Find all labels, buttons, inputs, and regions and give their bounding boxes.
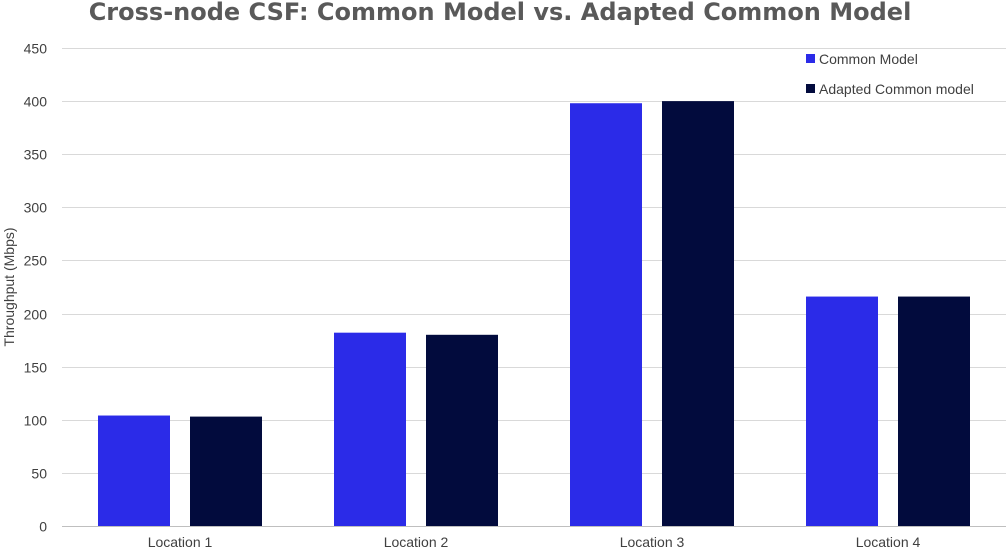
x-tick-label: Location 4	[856, 534, 921, 550]
bar-adapted-common-model	[662, 101, 734, 526]
y-axis-title: Throughput (Mbps)	[1, 227, 17, 346]
y-tick-label: 100	[24, 413, 48, 429]
y-tick-label: 350	[24, 147, 48, 163]
bar-common-model	[334, 332, 406, 526]
legend-label: Common Model	[819, 51, 918, 67]
y-tick-label: 200	[24, 307, 48, 323]
y-tick-label: 450	[24, 41, 48, 57]
y-tick-label: 150	[24, 360, 48, 376]
bar-common-model	[570, 103, 642, 526]
y-tick-label: 0	[39, 519, 47, 535]
legend-label: Adapted Common model	[819, 81, 974, 97]
y-tick-label: 50	[31, 466, 47, 482]
chart-title: Cross-node CSF: Common Model vs. Adapted…	[89, 0, 912, 26]
legend-swatch	[806, 84, 815, 93]
y-tick-label: 300	[24, 200, 48, 216]
bar-common-model	[806, 296, 878, 526]
x-tick-label: Location 3	[620, 534, 685, 550]
y-tick-label: 250	[24, 253, 48, 269]
y-axis-ticks: 0 50 100 150 200 250 300 350 400 450	[24, 41, 48, 535]
bars	[98, 101, 970, 526]
x-axis-ticks: Location 1 Location 2 Location 3 Location 4	[148, 534, 921, 550]
x-tick-label: Location 2	[384, 534, 449, 550]
bar-adapted-common-model	[426, 334, 498, 526]
bar-adapted-common-model	[190, 416, 262, 526]
legend-swatch	[806, 54, 815, 63]
bar-adapted-common-model	[898, 296, 970, 526]
legend: Common Model Adapted Common model	[806, 51, 974, 97]
bar-common-model	[98, 415, 170, 526]
x-tick-label: Location 1	[148, 534, 213, 550]
y-tick-label: 400	[24, 94, 48, 110]
